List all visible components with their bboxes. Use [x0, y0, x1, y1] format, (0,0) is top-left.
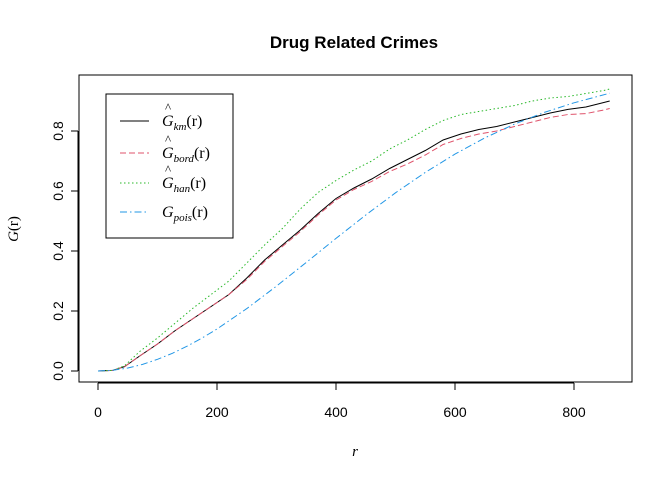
legend-label-pois: Gpois(r) [162, 204, 208, 224]
x-tick-label: 400 [324, 404, 348, 420]
legend-label-sub: pois [173, 212, 192, 224]
legend-label-km: Gkm(r) [162, 113, 202, 133]
y-tick-label: 0.6 [50, 181, 66, 201]
legend-hat-km: ^ [165, 100, 171, 115]
y-tick-label: 0.0 [50, 361, 66, 381]
y-axis: 0.0 0.2 0.4 0.6 0.8 [50, 121, 79, 381]
x-axis: 0 200 400 600 800 [94, 382, 586, 420]
legend-label-arg: (r) [190, 175, 206, 192]
legend-label-arg: (r) [194, 145, 210, 162]
legend-label-base: G [162, 175, 174, 192]
legend-hat-bord: ^ [165, 132, 171, 147]
legend-label-arg: (r) [186, 113, 202, 130]
chart-title: Drug Related Crimes [270, 33, 438, 52]
legend-label-arg: (r) [192, 204, 208, 221]
y-tick-label: 0.4 [50, 241, 66, 261]
legend-label-sub: han [174, 183, 191, 195]
series-line-bord [97, 108, 610, 372]
legend-label-bord: Gbord(r) [162, 145, 210, 165]
legend-label-base: G [162, 113, 174, 130]
y-axis-label-base: G [6, 231, 22, 242]
y-tick-label: 0.2 [50, 301, 66, 321]
y-tick-label: 0.8 [50, 121, 66, 141]
legend-label-sub: bord [174, 153, 195, 165]
y-axis-label-arg: (r) [6, 216, 22, 231]
series-line-pois [97, 92, 610, 372]
x-tick-label: 200 [205, 404, 229, 420]
x-tick-label: 0 [94, 404, 102, 420]
plot-frame [78, 74, 633, 383]
legend-label-base: G [162, 145, 174, 162]
svg-text:G(r): G(r) [6, 216, 22, 242]
series-layer [97, 88, 610, 372]
x-axis-label: r [352, 444, 358, 460]
x-tick-label: 800 [562, 404, 586, 420]
legend-label-sub: km [174, 121, 187, 133]
legend-hat-han: ^ [165, 162, 171, 177]
x-tick-label: 600 [443, 404, 467, 420]
legend-box [105, 93, 234, 239]
legend-label-base: G [162, 204, 174, 221]
legend-label-han: Ghan(r) [162, 175, 206, 195]
y-axis-label: G(r) [6, 216, 22, 242]
legend: ^Gkm(r)^Gbord(r)^Ghan(r)Gpois(r) [105, 93, 234, 239]
